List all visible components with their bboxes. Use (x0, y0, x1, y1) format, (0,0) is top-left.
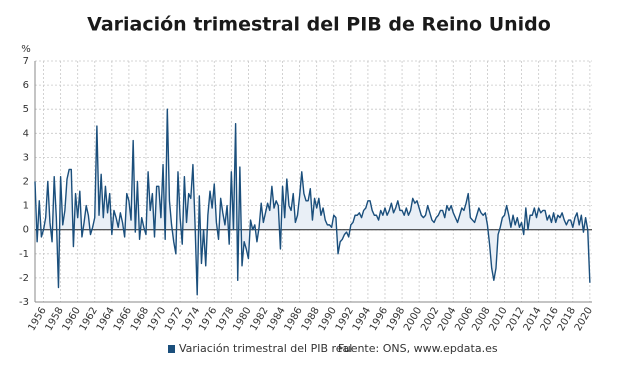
legend-swatch (168, 345, 175, 353)
source: Fuente: ONS, www.epdata.es (338, 342, 498, 355)
y-tick-label: -3 (19, 297, 29, 308)
y-tick-label: 3 (23, 152, 29, 163)
y-tick-label: -2 (19, 273, 29, 284)
y-tick-label: 0 (23, 225, 29, 236)
area (35, 109, 590, 295)
y-unit: % (21, 44, 31, 55)
legend-label: Variación trimestral del PIB real (179, 342, 352, 355)
y-tick-label: 7 (23, 56, 29, 67)
y-tick-label: 4 (23, 128, 29, 139)
y-tick-label: 1 (23, 201, 29, 212)
y-tick-label: 6 (23, 80, 29, 91)
x-tick-label: 2020 (573, 306, 595, 334)
y-tick-label: 2 (23, 177, 29, 188)
y-tick-label: -1 (19, 249, 29, 260)
y-tick-label: 5 (23, 104, 29, 115)
line (34, 108, 591, 296)
chart-title: Variación trimestral del PIB de Reino Un… (87, 14, 551, 36)
